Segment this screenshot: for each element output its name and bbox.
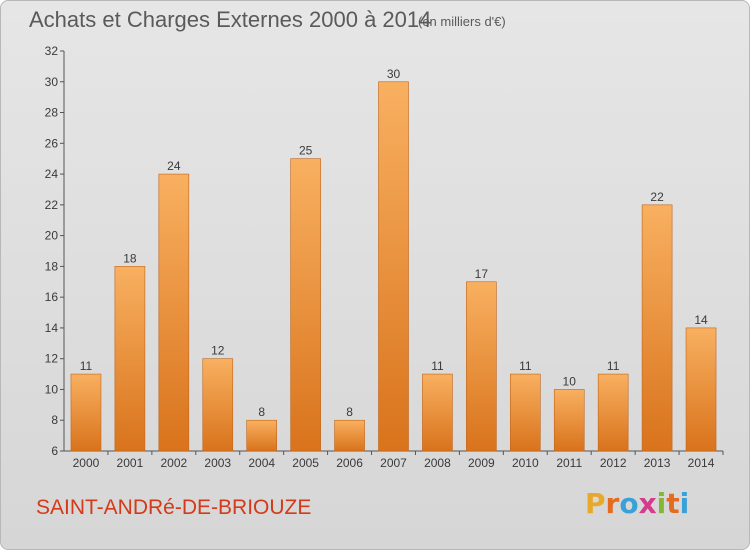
data-label-2000: 11 (80, 359, 93, 373)
bar-2004 (246, 419, 277, 452)
bar-2011 (553, 389, 585, 452)
chart-subtitle: (en milliers d'€) (418, 14, 506, 29)
data-label-2006: 8 (346, 405, 353, 419)
bar-2001 (114, 266, 146, 452)
data-label-2003: 12 (211, 344, 225, 358)
x-tick-label-2004: 2004 (248, 456, 275, 470)
x-tick-label-2001: 2001 (117, 456, 144, 470)
chart-title: Achats et Charges Externes 2000 à 2014 (29, 7, 432, 32)
proxiti-logo: Proxiti (585, 487, 689, 520)
data-label-2002: 24 (167, 159, 181, 173)
y-tick-label: 12 (45, 352, 59, 366)
x-tick-label-2013: 2013 (644, 456, 671, 470)
bar-2008 (422, 373, 453, 452)
brand-letter: x (638, 487, 657, 520)
brand-letter: r (605, 487, 620, 520)
y-tick-label: 32 (45, 44, 59, 58)
brand-letter: t (666, 487, 680, 520)
data-label-2001: 18 (123, 251, 137, 265)
brand-letter: o (619, 487, 639, 520)
data-label-2010: 11 (519, 359, 532, 373)
y-tick-label: 6 (51, 444, 58, 458)
x-tick-label-2003: 2003 (204, 456, 231, 470)
y-tick-label: 14 (45, 321, 59, 335)
bar-2005 (290, 158, 321, 452)
bar-2014 (685, 327, 717, 452)
bar-2010 (509, 373, 541, 452)
brand-letter: i (679, 487, 690, 520)
data-label-2012: 11 (607, 359, 620, 373)
data-label-2005: 25 (299, 144, 313, 158)
x-tick-label-2006: 2006 (336, 456, 363, 470)
bar-2003 (202, 358, 234, 452)
data-label-2007: 30 (387, 67, 401, 81)
data-label-2011: 10 (563, 374, 577, 388)
x-tick-label-2011: 2011 (556, 456, 582, 470)
x-tick-label-2002: 2002 (160, 456, 187, 470)
bar-2000 (70, 373, 102, 452)
bar-2006 (334, 419, 365, 452)
data-label-2008: 11 (431, 359, 444, 373)
x-tick-label-2014: 2014 (688, 456, 715, 470)
y-tick-label: 30 (45, 75, 59, 89)
x-tick-label-2008: 2008 (424, 456, 451, 470)
data-label-2004: 8 (258, 405, 265, 419)
brand-letter: i (656, 487, 667, 520)
data-label-2009: 17 (475, 267, 489, 281)
y-tick-label: 28 (45, 106, 59, 120)
x-tick-label-2005: 2005 (292, 456, 319, 470)
bar-2009 (466, 281, 497, 452)
brand-letter: P (585, 487, 606, 520)
y-tick-label: 24 (45, 167, 59, 181)
x-tick-label-2009: 2009 (468, 456, 495, 470)
x-tick-label-2007: 2007 (380, 456, 407, 470)
x-tick-label-2000: 2000 (73, 456, 100, 470)
y-tick-label: 8 (51, 413, 58, 427)
y-tick-label: 18 (45, 259, 59, 273)
y-tick-label: 20 (45, 229, 59, 243)
bar-2012 (597, 373, 629, 452)
bar-2013 (641, 204, 673, 452)
data-label-2014: 14 (694, 313, 708, 327)
data-label-2013: 22 (650, 190, 664, 204)
commune-name: SAINT-ANDRé-DE-BRIOUZE (36, 496, 312, 519)
y-tick-label: 10 (45, 382, 59, 396)
x-tick-label-2012: 2012 (600, 456, 627, 470)
y-tick-label: 16 (45, 290, 59, 304)
x-tick-label-2010: 2010 (512, 456, 539, 470)
y-tick-label: 26 (45, 136, 59, 150)
bar-2002 (158, 173, 190, 452)
bar-2007 (378, 81, 409, 452)
y-tick-label: 22 (45, 198, 59, 212)
